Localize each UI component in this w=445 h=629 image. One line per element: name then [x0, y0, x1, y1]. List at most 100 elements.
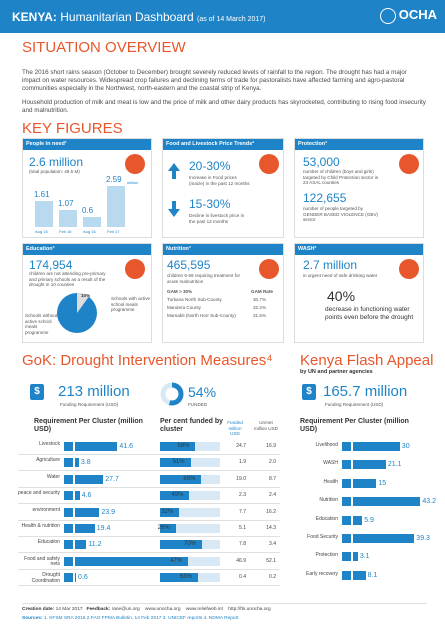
people-in-need-card: People in need¹ 2.6 million (total popul… [22, 138, 152, 238]
cluster-icon [64, 556, 73, 566]
gok-row-label: Drought Coordination [31, 572, 60, 584]
gok-req-bar [75, 507, 100, 517]
people-bar-value: 1.61 [34, 190, 50, 200]
pie-left-label: Schools without active school meals prog… [25, 313, 58, 335]
gok-pct-bar [160, 573, 198, 583]
nutrition-text: children 6-59 requiring treatment for ac… [167, 273, 241, 284]
gok-pct-head: Per cent funded by cluster [160, 418, 224, 433]
people-icon [125, 154, 145, 174]
donut-fill [160, 382, 184, 406]
gok-pct-value: 47% [170, 557, 183, 564]
gok-req-value: 3.8 [80, 459, 91, 467]
flash-row-label: Nutrition [319, 497, 338, 504]
gok-funded-value: 5.1 [239, 525, 246, 531]
gok-row-label: Health & nutrition [21, 523, 60, 529]
education-text: children are not attending pre-primary a… [29, 271, 106, 287]
gok-funded-value: 7.7 [239, 508, 246, 515]
protection-card: Protection³ 53,000 number of children (b… [294, 138, 424, 238]
people-bar-label: Feb 16 [59, 229, 72, 234]
flash-sub: by UN and partner agencies [300, 369, 373, 375]
gok-funded-value: 0.4 [239, 574, 246, 581]
people-bar [35, 201, 53, 227]
footer-sources: Sources: 1. KFSM SRA 2016 2.FAO FPMA Bul… [22, 616, 239, 621]
gok-funding: 213 million [58, 383, 130, 400]
gam-county: Mandera County [167, 305, 201, 310]
pie-pct: 10% [81, 293, 91, 298]
gok-req-bar [75, 442, 118, 451]
link-fts[interactable]: http://fts.unocha.org [228, 607, 271, 612]
country-label: KENYA: [12, 10, 57, 24]
gok-row-divider [18, 503, 280, 505]
up-arrow-stem [172, 171, 176, 179]
flash-req-value: 8.1 [367, 571, 378, 579]
protection-children-value: 53,000 [303, 155, 340, 169]
gok-pct-track [160, 556, 220, 566]
flash-req-bar [353, 534, 415, 543]
gok-row-divider [18, 470, 280, 472]
flash-req-bar [353, 478, 377, 488]
cluster-icon [64, 573, 73, 583]
wash-pct-text: decrease in functioning water points eve… [325, 306, 414, 321]
funded-donut [160, 382, 184, 406]
education-card: Education³ 174,954 children are not atte… [22, 243, 152, 343]
ocha-logo: OCHA [379, 7, 437, 24]
protection-children-text: number of children (boys and girls) targ… [303, 169, 379, 185]
created-label: Creation date: [22, 607, 55, 612]
cluster-icon [342, 570, 351, 580]
gok-req-value: 19.4 [96, 525, 111, 532]
flash-req-bar [353, 460, 386, 470]
key-figures-heading: KEY FIGURES [22, 120, 123, 137]
protection-gbv-value: 122,655 [303, 191, 347, 205]
cluster-icon [342, 534, 351, 543]
gok-unmet-value: 8.7 [269, 475, 276, 482]
gok-pct-bar [160, 507, 180, 517]
feedback-email[interactable]: rane@un.org [111, 607, 140, 612]
down-arrow-stem [172, 201, 176, 209]
gok-req-value: 41.6 [119, 443, 134, 450]
gok-pct-track [160, 524, 220, 533]
gok-row-divider [18, 486, 280, 488]
nutrition-value: 465,595 [167, 258, 211, 272]
sources-text: 1. KFSM SRA 2016 2.FAO FPMA Bulletin, 14… [43, 616, 239, 621]
flash-row-label: Protection [315, 552, 338, 559]
gok-pct-bar [160, 556, 189, 566]
cluster-icon [64, 458, 73, 468]
situation-heading: SITUATION OVERVIEW [22, 39, 186, 56]
flash-req-value: 3.1 [359, 553, 370, 561]
wash-card: WASH³ 2.7 million in urgent need of safe… [294, 243, 424, 343]
footer-divider [22, 603, 427, 604]
gok-row-label: Agriculture [36, 457, 60, 464]
link-unocha[interactable]: www.unocha.org [145, 607, 181, 612]
flash-funding: 165.7 million [323, 383, 408, 400]
card-header: Education³ [23, 244, 151, 255]
gok-unmet-value: 2.4 [269, 492, 276, 499]
flash-req-bar [353, 570, 366, 580]
gok-row-label: environment [32, 506, 60, 513]
gok-unmet-value: 14.3 [266, 525, 276, 531]
flash-row-label: Livelihood [315, 442, 338, 448]
gok-row-divider [18, 585, 280, 587]
gok-funded-value: 19.0 [236, 475, 246, 482]
people-bar [107, 185, 125, 227]
header-bar: KENYA: Humanitarian Dashboard (as of 14 … [0, 0, 445, 33]
flash-req-value: 39.3 [416, 535, 430, 542]
gok-pct-value: 69% [183, 475, 196, 482]
gok-req-value: 27.7 [105, 475, 119, 483]
link-reliefweb[interactable]: www.reliefweb.int [185, 607, 223, 612]
gok-row-label: Food and safety nets [24, 555, 60, 568]
gok-req-value: 0.6 [78, 574, 88, 582]
footer-line-1: Creation date: 14 Mar 2017 Feedback: ran… [22, 607, 271, 612]
cluster-icon [342, 552, 351, 562]
school-meals-pie [57, 293, 97, 333]
gok-row-label: Water [46, 473, 60, 480]
livestock-price-value: 15-30% [189, 197, 231, 211]
gok-funded-label: FUNDED [188, 402, 208, 407]
flash-req-bar [353, 515, 363, 525]
gok-row-divider [18, 519, 280, 521]
gok-pct-value: 26% [157, 525, 170, 531]
people-unit-label: million [127, 179, 139, 185]
card-header: Nutrition³ [163, 244, 283, 255]
card-header: People in need¹ [23, 139, 151, 150]
gok-row-divider [18, 568, 280, 570]
gok-pct-value: 59% [177, 443, 190, 449]
